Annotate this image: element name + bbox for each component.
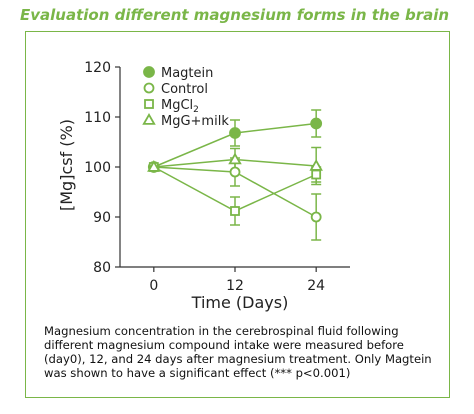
y-tick-label: 110 — [84, 110, 111, 126]
x-tick-label: 12 — [226, 278, 244, 294]
legend-item: MgCl2 — [144, 98, 199, 115]
y-tick-label: 120 — [84, 60, 111, 76]
y-tick-label: 100 — [84, 160, 111, 176]
legend-marker — [142, 112, 156, 125]
series-markers — [147, 152, 323, 172]
axes: 80 90 100 110 120 0 12 24 Time (Days) [Mg]csf (%) — [57, 60, 350, 312]
legend-item: Magtein — [143, 66, 213, 81]
legend-label: MgG+milk — [161, 114, 229, 129]
data-point — [229, 127, 241, 139]
series-layer — [147, 109, 323, 241]
legend-item: MgG+milk — [142, 112, 229, 129]
legend-marker — [144, 99, 154, 109]
y-axis-label: [Mg]csf (%) — [57, 119, 76, 211]
legend-marker — [143, 82, 155, 94]
x-tick-label: 24 — [307, 278, 325, 294]
data-point — [229, 166, 241, 178]
legend-item: Control — [143, 82, 208, 97]
x-tick-label: 0 — [149, 278, 158, 294]
chart-title: Evaluation different magnesium forms in … — [20, 6, 450, 24]
legend-label-subscript: 2 — [193, 105, 199, 115]
data-point — [310, 211, 322, 223]
legend-label: MgCl2 — [161, 98, 199, 115]
data-point — [311, 169, 322, 180]
y-tick-label: 90 — [93, 210, 111, 226]
data-point — [228, 152, 242, 165]
x-axis-label: Time (Days) — [191, 293, 289, 312]
data-point — [147, 159, 161, 172]
data-point — [309, 158, 323, 171]
legend-label: Magtein — [161, 66, 213, 81]
data-point — [230, 206, 240, 216]
data-point — [310, 117, 323, 130]
legend-marker — [143, 66, 155, 78]
y-tick-label: 80 — [93, 260, 111, 276]
series-mgg-milk — [153, 146, 322, 186]
figure-caption: Magnesium concentration in the cerebrosp… — [44, 324, 432, 380]
legend-label: Control — [161, 82, 208, 97]
